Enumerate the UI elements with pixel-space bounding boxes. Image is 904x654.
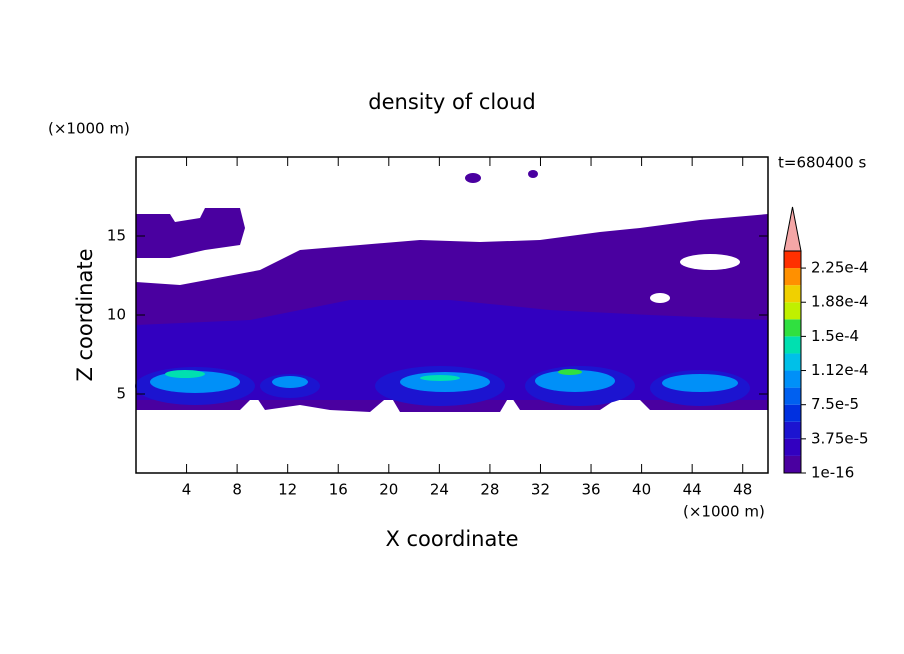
colorbar-tick-label: 7.5e-5: [811, 395, 859, 413]
x-tick-label: 40: [632, 481, 651, 499]
colorbar-band: [784, 421, 801, 439]
cloud-core: [272, 376, 308, 388]
x-tick-label: 44: [683, 481, 702, 499]
cloud-region: [465, 173, 481, 183]
colorbar-band: [784, 285, 801, 303]
colorbar-band: [784, 370, 801, 388]
cloud-core: [535, 370, 615, 392]
time-label: t=680400 s: [778, 154, 866, 172]
x-tick-label: 24: [430, 481, 449, 499]
colorbar-extension: [783, 206, 802, 252]
contour-field: [135, 170, 768, 412]
colorbar-tick-label: 1.5e-4: [811, 327, 859, 345]
colorbar-tick-label: 1.88e-4: [811, 293, 869, 311]
cloud-core: [558, 369, 582, 375]
cloud-hole: [650, 293, 670, 303]
y-tick-label: 5: [116, 385, 126, 403]
y-tick-label: 10: [107, 306, 126, 324]
colorbar-tick-label: 2.25e-4: [811, 259, 869, 277]
colorbar-tick-label: 3.75e-5: [811, 429, 869, 447]
x-tick-label: 28: [480, 481, 499, 499]
colorbar-tick-label: 1e-16: [811, 464, 854, 482]
x-tick-label: 4: [182, 481, 192, 499]
x-tick-label: 8: [232, 481, 242, 499]
cloud-region: [136, 208, 245, 258]
colorbar-band: [784, 387, 801, 405]
x-tick-label: 20: [379, 481, 398, 499]
colorbar-band: [784, 353, 801, 371]
colorbar-band: [784, 336, 801, 354]
colorbar-band: [784, 455, 801, 473]
cloud-core: [400, 372, 490, 392]
colorbar-band: [784, 268, 801, 286]
cloud-core: [420, 375, 460, 381]
colorbar-tick-label: 1.12e-4: [811, 361, 869, 379]
x-tick-label: 12: [278, 481, 297, 499]
y-unit: (×1000 m): [48, 120, 130, 138]
x-tick-label: 32: [531, 481, 550, 499]
y-axis-title: Z coordinate: [73, 248, 97, 381]
colorbar-band: [784, 251, 801, 269]
colorbar-band: [784, 404, 801, 422]
x-unit: (×1000 m): [683, 503, 765, 521]
cloud-region: [528, 170, 538, 178]
y-tick-label: 15: [107, 227, 126, 245]
x-axis-title: X coordinate: [385, 527, 518, 551]
x-tick-label: 16: [329, 481, 348, 499]
colorbar-band: [784, 302, 801, 320]
cloud-core: [662, 374, 738, 392]
cloud-core: [165, 370, 205, 378]
cloud-hole: [680, 254, 740, 270]
colorbar-band: [784, 438, 801, 456]
x-tick-label: 48: [733, 481, 752, 499]
colorbar-frame: [783, 250, 802, 474]
x-tick-label: 36: [581, 481, 600, 499]
chart-title: density of cloud: [368, 90, 535, 114]
colorbar-band: [784, 319, 801, 337]
